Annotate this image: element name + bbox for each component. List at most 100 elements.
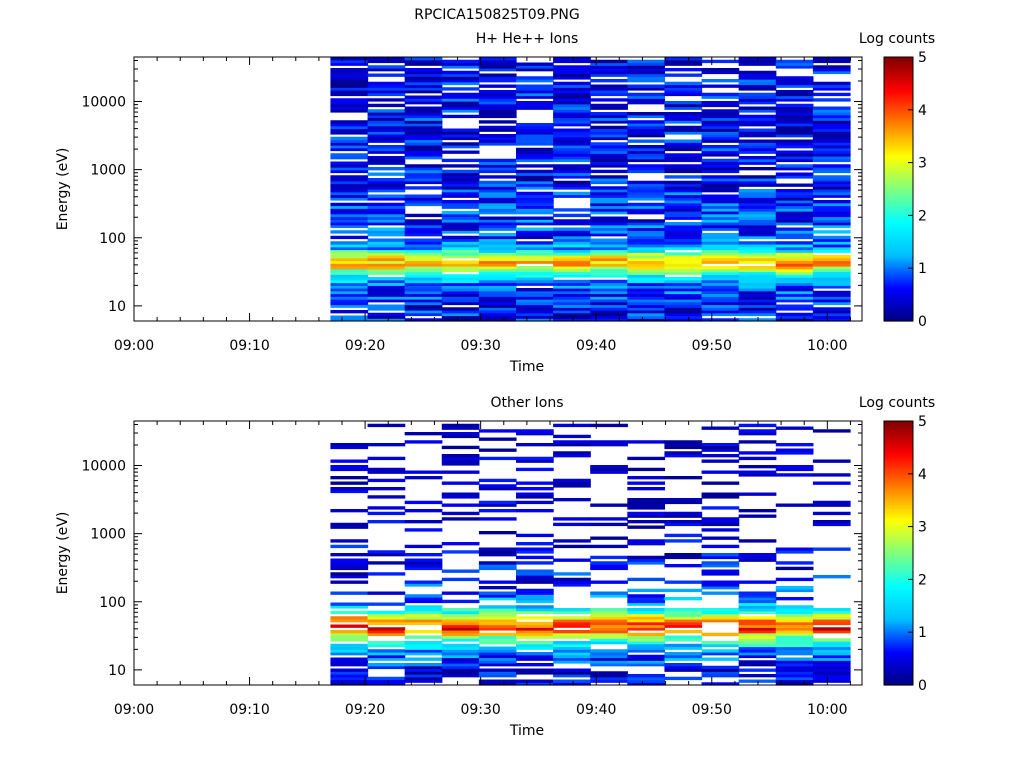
colorbar-segment	[884, 528, 913, 532]
heatmap-cell	[664, 117, 703, 121]
heatmap-cell	[441, 189, 480, 193]
heatmap-cell	[775, 241, 814, 245]
heatmap-cell	[812, 109, 851, 113]
heatmap-cell	[590, 555, 628, 560]
heatmap-cell	[701, 147, 740, 152]
heatmap-cell	[812, 65, 851, 69]
heatmap-cell	[478, 268, 517, 273]
heatmap-cell	[441, 191, 480, 196]
heatmap-cell	[664, 440, 703, 444]
heatmap-cell	[664, 92, 703, 97]
heatmap-cell	[738, 114, 777, 119]
heatmap-cell	[441, 315, 480, 319]
heatmap-cell	[664, 454, 703, 458]
heatmap-cell	[367, 161, 406, 165]
colorbar-segment	[884, 191, 913, 194]
colorbar-segment	[884, 85, 913, 89]
heatmap-cell	[516, 456, 554, 461]
colorbar-tick-label: 3	[918, 520, 927, 536]
heatmap-cell	[738, 249, 777, 253]
heatmap-cell	[664, 194, 703, 198]
heatmap-cell	[738, 654, 777, 659]
heatmap-cell	[812, 136, 851, 141]
colorbar-segment	[884, 127, 913, 131]
heatmap-cell	[664, 128, 703, 132]
heatmap-cell	[812, 208, 851, 212]
heatmap-cell	[516, 547, 554, 551]
heatmap-cell	[701, 312, 740, 317]
heatmap-cell	[330, 564, 369, 568]
heatmap-cell	[404, 271, 443, 275]
heatmap-cell	[404, 172, 443, 176]
heatmap-cell	[553, 296, 591, 300]
heatmap-cell	[516, 257, 554, 262]
heatmap-cell	[627, 624, 666, 628]
heatmap-cell	[404, 68, 443, 72]
colorbar-segment	[884, 559, 913, 563]
heatmap-cell	[590, 663, 628, 667]
heatmap-cell	[812, 503, 851, 507]
heatmap-cell	[478, 307, 517, 311]
colorbar-segment	[884, 87, 913, 91]
colorbar-segment	[884, 90, 913, 93]
heatmap-cell	[478, 238, 517, 242]
heatmap-cell	[516, 610, 554, 615]
heatmap-cell	[330, 90, 369, 94]
heatmap-cell	[812, 224, 851, 229]
heatmap-cell	[516, 572, 554, 576]
heatmap-cell	[330, 575, 369, 579]
heatmap-cell	[367, 120, 406, 124]
heatmap-cell	[701, 175, 740, 179]
heatmap-cell	[738, 602, 777, 606]
heatmap-cell	[478, 112, 517, 116]
heatmap-cell	[627, 511, 666, 516]
colorbar-segment	[884, 294, 913, 298]
plot-frame	[133, 56, 863, 322]
heatmap-cell	[330, 257, 369, 262]
heatmap-cell	[516, 288, 554, 292]
heatmap-cell	[441, 186, 480, 190]
heatmap-cell	[590, 619, 628, 623]
colorbar-segment	[884, 180, 913, 183]
heatmap-cell	[478, 95, 517, 99]
heatmap-cell	[590, 301, 628, 306]
heatmap-cell	[404, 282, 443, 286]
heatmap-cell	[738, 101, 777, 105]
y-tick-label: 10000	[81, 95, 126, 111]
heatmap-cell	[775, 233, 814, 237]
heatmap-cell	[441, 202, 480, 207]
colorbar-segment	[884, 92, 913, 95]
heatmap-cell	[627, 147, 666, 152]
heatmap-cell	[367, 90, 406, 94]
heatmap-cell	[404, 296, 443, 300]
heatmap-cell	[404, 153, 443, 157]
heatmap-cell	[812, 183, 851, 187]
heatmap-cell	[812, 164, 851, 168]
heatmap-cell	[330, 213, 369, 218]
heatmap-cell	[775, 235, 814, 240]
heatmap-cell	[775, 443, 814, 447]
heatmap-cell	[330, 167, 369, 171]
heatmap-cell	[553, 235, 591, 240]
heatmap-cell	[627, 456, 666, 461]
heatmap-cell	[590, 252, 628, 256]
heatmap-cell	[590, 73, 628, 77]
heatmap-cell	[738, 147, 777, 152]
heatmap-cell	[701, 134, 740, 138]
heatmap-cell	[367, 443, 406, 447]
heatmap-cell	[701, 641, 740, 645]
heatmap-cell	[701, 643, 740, 648]
heatmap-cell	[775, 117, 814, 121]
heatmap-cell	[330, 186, 369, 190]
heatmap-cell	[775, 112, 814, 116]
heatmap-cell	[738, 307, 777, 311]
heatmap-cell	[404, 57, 443, 61]
heatmap-cell	[478, 114, 517, 119]
heatmap-cell	[516, 495, 554, 499]
heatmap-cell	[738, 235, 777, 240]
heatmap-cell	[516, 509, 554, 513]
heatmap-cell	[590, 260, 628, 264]
heatmap-cell	[478, 200, 517, 204]
heatmap-cell	[701, 252, 740, 256]
heatmap-cell	[330, 169, 369, 174]
